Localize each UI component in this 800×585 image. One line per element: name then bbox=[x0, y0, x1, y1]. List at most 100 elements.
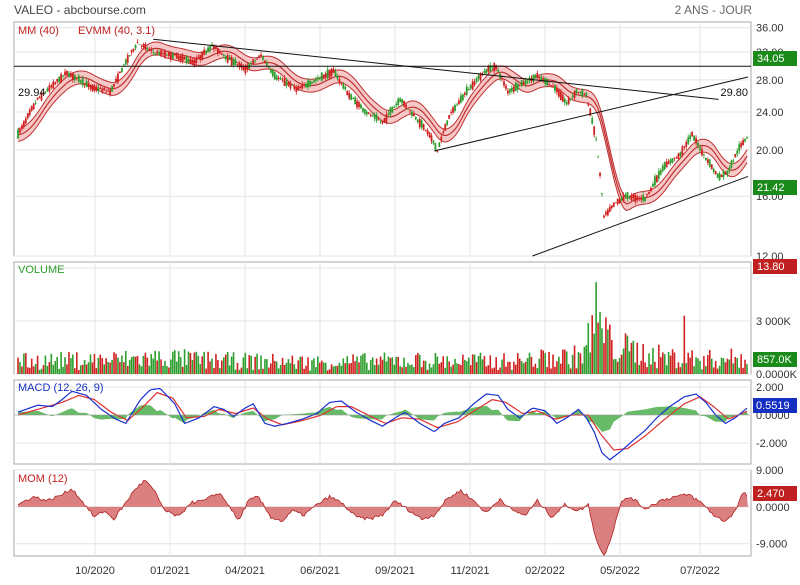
volume-bar bbox=[172, 351, 174, 374]
volume-bar bbox=[442, 356, 445, 374]
volume-bar bbox=[377, 364, 380, 374]
candle-body bbox=[614, 202, 617, 204]
volume-bar bbox=[138, 364, 141, 374]
price-tick-label: 28.00 bbox=[756, 75, 784, 87]
volume-bar bbox=[571, 354, 574, 374]
volume-bar bbox=[103, 364, 106, 374]
resistance-label-left: 29.94 bbox=[18, 87, 46, 99]
candle-body bbox=[350, 94, 353, 100]
resistance-label-right: 29.80 bbox=[720, 87, 748, 99]
volume-bar bbox=[434, 352, 437, 374]
candle-body bbox=[89, 84, 92, 90]
volume-bar bbox=[438, 363, 441, 374]
volume-bar bbox=[175, 361, 178, 374]
candle-body bbox=[459, 95, 462, 103]
candle-body bbox=[632, 195, 635, 199]
candle-body bbox=[124, 59, 127, 65]
last-price-badge: 21.42 bbox=[753, 180, 797, 195]
x-axis-label: 02/2022 bbox=[525, 565, 565, 577]
candle-body bbox=[128, 55, 131, 57]
volume-bar bbox=[593, 333, 595, 374]
volume-bar bbox=[348, 363, 350, 374]
candle-body bbox=[181, 54, 184, 62]
candle-body bbox=[297, 86, 300, 91]
candle-body bbox=[291, 84, 294, 86]
volume-bar bbox=[599, 312, 601, 374]
candle-body bbox=[738, 144, 741, 152]
volume-bar bbox=[605, 317, 607, 374]
volume-bar bbox=[144, 352, 147, 374]
candle-body bbox=[679, 152, 682, 156]
mom-tick-label: -9.000 bbox=[756, 539, 787, 551]
candle-body bbox=[436, 150, 439, 152]
volume-bar bbox=[148, 365, 151, 374]
momentum-series bbox=[17, 480, 748, 556]
volume-bar bbox=[481, 359, 484, 374]
volume-bar bbox=[518, 358, 521, 374]
candle-body bbox=[56, 79, 59, 82]
volume-bar bbox=[499, 367, 501, 374]
x-axis-label: 01/2021 bbox=[150, 565, 190, 577]
volume-bar bbox=[173, 350, 176, 374]
candle-body bbox=[336, 75, 339, 79]
volume-bar bbox=[663, 354, 666, 374]
candle-body bbox=[183, 57, 186, 60]
candle-body bbox=[520, 80, 523, 87]
x-axis-label: 09/2021 bbox=[375, 565, 415, 577]
candle-body bbox=[269, 69, 272, 73]
candle-body bbox=[722, 171, 725, 178]
volume-bar bbox=[458, 364, 460, 374]
volume-bar bbox=[105, 358, 107, 374]
volume-bar bbox=[691, 350, 693, 374]
moving-average-envelope bbox=[17, 41, 748, 212]
volume-bar bbox=[567, 364, 570, 374]
volume-bar bbox=[665, 365, 668, 374]
volume-bar bbox=[113, 352, 115, 374]
candle-body bbox=[565, 102, 568, 105]
volume-bar bbox=[444, 367, 447, 374]
candle-body bbox=[318, 77, 321, 80]
volume-panel-frame bbox=[13, 261, 752, 375]
candle-body bbox=[383, 118, 386, 122]
candle-body bbox=[681, 146, 684, 156]
volume-bar bbox=[542, 350, 545, 374]
volume-bar bbox=[344, 363, 347, 374]
volume-bar bbox=[211, 358, 213, 374]
candle-body bbox=[712, 168, 715, 172]
candle-body bbox=[352, 98, 355, 99]
volume-bar bbox=[420, 367, 423, 374]
candle-body bbox=[665, 161, 668, 168]
volume-bar bbox=[146, 357, 149, 374]
volume-bar bbox=[658, 344, 660, 374]
volume-bar bbox=[258, 369, 260, 374]
candle-body bbox=[171, 53, 174, 59]
volume-bar bbox=[469, 365, 472, 374]
candle-body bbox=[77, 75, 80, 82]
volume-bar bbox=[583, 346, 586, 374]
volume-bar bbox=[311, 360, 313, 374]
volume-bar bbox=[72, 354, 74, 374]
candle-body bbox=[422, 124, 425, 130]
candle-body bbox=[215, 46, 217, 49]
candle-body bbox=[401, 99, 404, 104]
candle-body bbox=[630, 195, 633, 201]
candle-body bbox=[232, 59, 235, 66]
volume-bar bbox=[124, 350, 127, 374]
volume-bar bbox=[244, 352, 247, 374]
candle-body bbox=[142, 44, 145, 48]
candle-body bbox=[636, 196, 639, 201]
volume-bar bbox=[79, 365, 82, 374]
candle-body bbox=[46, 88, 49, 92]
volume-bar bbox=[266, 359, 268, 374]
candle-body bbox=[479, 73, 482, 81]
candle-body bbox=[687, 137, 690, 144]
candle-body bbox=[689, 135, 692, 140]
volume-bar bbox=[240, 367, 243, 374]
volume-bar bbox=[577, 352, 580, 374]
candle-body bbox=[540, 76, 543, 80]
volume-bar bbox=[126, 365, 129, 374]
candle-body bbox=[113, 83, 115, 87]
volume-bar bbox=[675, 368, 678, 374]
macd-histogram bbox=[18, 405, 748, 433]
volume-bar bbox=[369, 359, 372, 374]
